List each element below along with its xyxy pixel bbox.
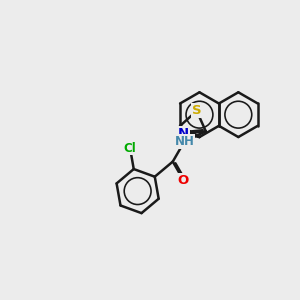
Text: NH: NH [175, 135, 194, 148]
Text: Cl: Cl [124, 142, 136, 154]
Text: S: S [192, 104, 202, 117]
Text: N: N [178, 127, 189, 140]
Text: O: O [178, 173, 189, 187]
